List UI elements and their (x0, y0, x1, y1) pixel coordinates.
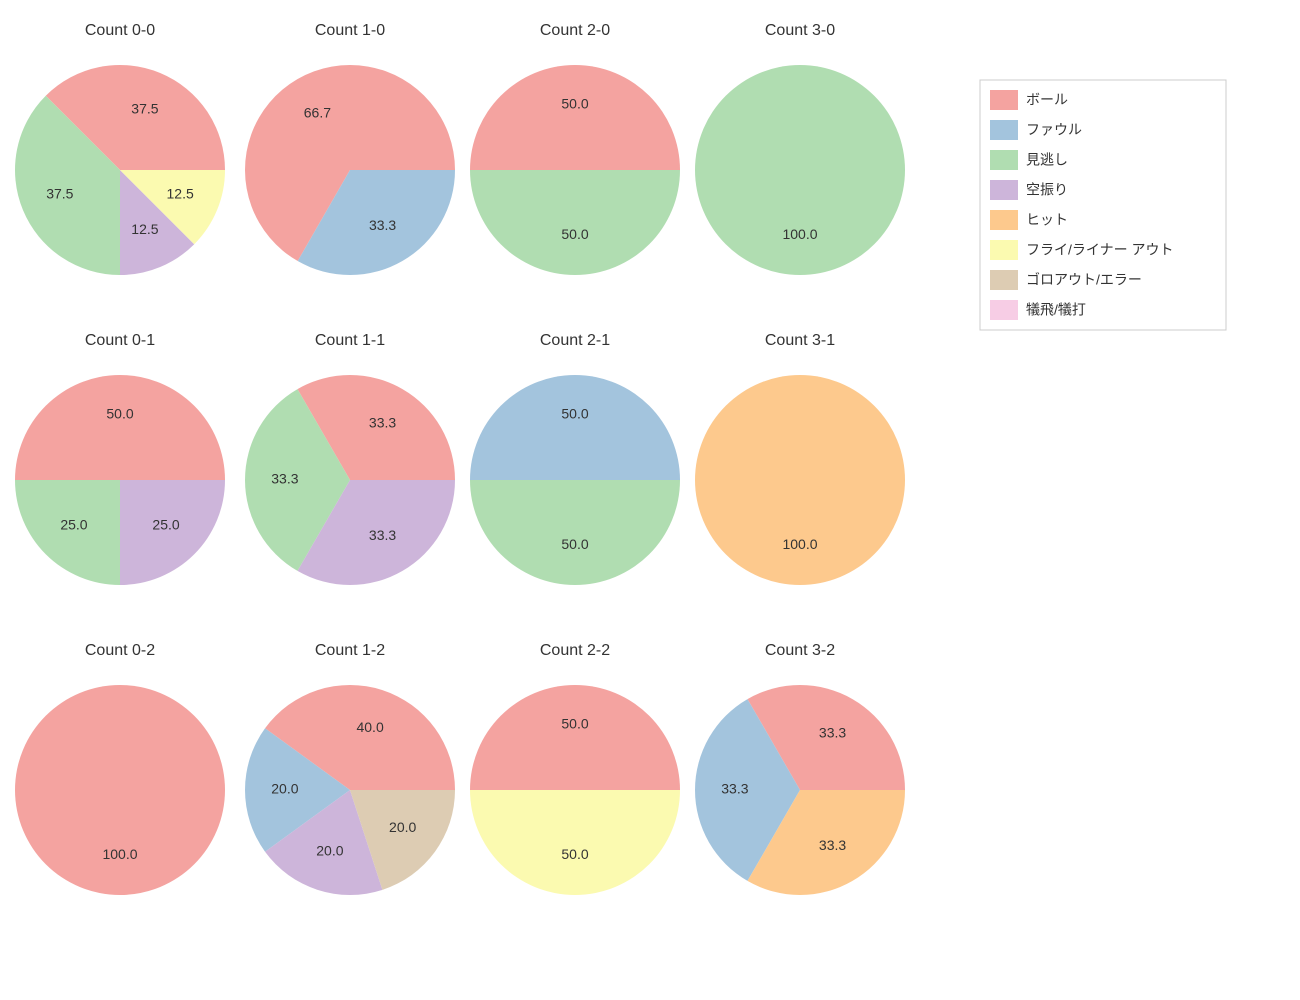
chart-title: Count 1-0 (315, 22, 385, 39)
slice-label: 12.5 (131, 221, 158, 237)
chart-title: Count 2-0 (540, 22, 610, 39)
chart-title: Count 2-2 (540, 642, 610, 659)
legend-swatch (990, 300, 1018, 320)
legend-swatch (990, 180, 1018, 200)
legend-swatch (990, 120, 1018, 140)
slice-label: 50.0 (106, 406, 133, 422)
chart-title: Count 0-0 (85, 22, 155, 39)
chart-title: Count 2-1 (540, 332, 610, 349)
legend: ボールファウル見逃し空振りヒットフライ/ライナー アウトゴロアウト/エラー犠飛/… (980, 80, 1226, 330)
legend-frame (980, 80, 1226, 330)
chart-title: Count 0-1 (85, 332, 155, 349)
slice-label: 100.0 (782, 226, 817, 242)
pie-slice (695, 65, 905, 275)
legend-swatch (990, 210, 1018, 230)
chart-title: Count 3-1 (765, 332, 835, 349)
pie-slice (695, 375, 905, 585)
slice-label: 50.0 (561, 226, 588, 242)
slice-label: 20.0 (316, 843, 343, 859)
slice-label: 37.5 (131, 101, 158, 117)
chart-svg: Count 0-0 37.5 37.5 12.5 12.5 Count 1-0 66.7 33… (0, 0, 1300, 1000)
slice-label: 33.3 (369, 217, 396, 233)
legend-label: 犠飛/犠打 (1026, 302, 1086, 318)
legend-swatch (990, 240, 1018, 260)
slice-label: 33.3 (819, 724, 846, 740)
slice-label: 66.7 (304, 104, 331, 120)
slice-label: 25.0 (60, 517, 87, 533)
slice-label: 33.3 (819, 837, 846, 853)
slice-label: 50.0 (561, 406, 588, 422)
chart-title: Count 0-2 (85, 642, 155, 659)
slice-label: 100.0 (102, 846, 137, 862)
slice-label: 33.3 (271, 471, 298, 487)
slice-label: 25.0 (152, 517, 179, 533)
legend-swatch (990, 150, 1018, 170)
legend-label: ゴロアウト/エラー (1026, 272, 1142, 288)
pie-slice (15, 685, 225, 895)
slice-label: 33.3 (369, 414, 396, 430)
slice-label: 50.0 (561, 716, 588, 732)
legend-label: 空振り (1026, 182, 1068, 198)
slice-label: 33.3 (369, 527, 396, 543)
slice-label: 50.0 (561, 846, 588, 862)
legend-swatch (990, 270, 1018, 290)
chart-grid: Count 0-0 37.5 37.5 12.5 12.5 Count 1-0 66.7 33… (0, 0, 1300, 1000)
slice-label: 20.0 (271, 781, 298, 797)
slice-label: 100.0 (782, 536, 817, 552)
legend-label: ボール (1026, 92, 1068, 108)
legend-swatch (990, 90, 1018, 110)
chart-title: Count 3-2 (765, 642, 835, 659)
slice-label: 37.5 (46, 186, 73, 202)
slice-label: 33.3 (721, 781, 748, 797)
slice-label: 20.0 (389, 819, 416, 835)
chart-title: Count 3-0 (765, 22, 835, 39)
legend-label: 見逃し (1026, 152, 1068, 168)
slice-label: 40.0 (356, 719, 383, 735)
chart-title: Count 1-2 (315, 642, 385, 659)
slice-label: 50.0 (561, 96, 588, 112)
slice-label: 50.0 (561, 536, 588, 552)
legend-label: ヒット (1026, 212, 1068, 228)
chart-title: Count 1-1 (315, 332, 385, 349)
slice-label: 12.5 (167, 186, 194, 202)
legend-label: ファウル (1026, 122, 1082, 138)
legend-label: フライ/ライナー アウト (1026, 242, 1174, 258)
